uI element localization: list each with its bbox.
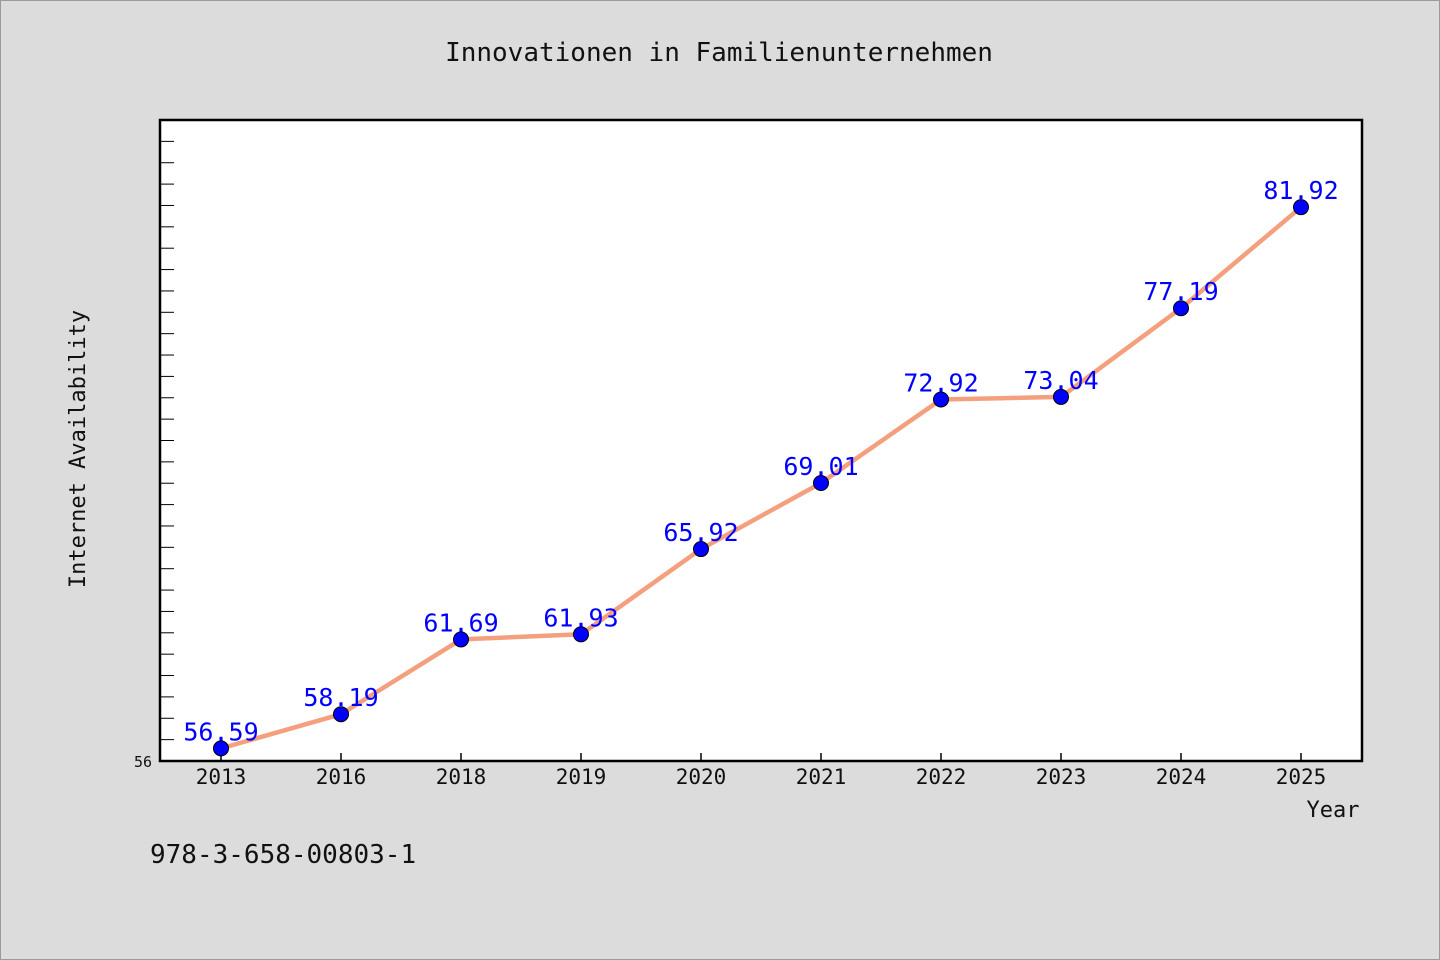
data-label: 72.92 <box>903 368 978 397</box>
x-axis-ticks: 2013 2016 2018 2019 2020 2021 2022 2023 2024 2025 <box>196 753 1327 789</box>
data-point <box>453 631 469 648</box>
data-labels: 56.59 58.19 61.69 61.93 65.92 69.01 72.92 73.04… <box>183 176 1338 746</box>
chart-title: Innovationen in Familienunternehmen <box>445 38 993 68</box>
data-label: 77.19 <box>1143 277 1218 306</box>
data-point <box>813 475 829 492</box>
footer-code: 978-3-658-00803-1 <box>150 840 416 870</box>
plot-area <box>158 118 1364 763</box>
y-tick-label: 56 <box>134 753 152 771</box>
x-tick-label: 2022 <box>916 765 967 789</box>
x-tick-label: 2025 <box>1276 765 1327 789</box>
series-line <box>220 205 1303 751</box>
data-label: 81.92 <box>1263 176 1338 205</box>
data-point <box>333 706 349 723</box>
x-tick-label: 2023 <box>1036 765 1087 789</box>
x-tick-label: 2018 <box>436 765 487 789</box>
x-tick-label: 2019 <box>556 765 607 789</box>
x-tick-label: 2021 <box>796 765 847 789</box>
y-axis-label: Internet Availability <box>66 310 91 588</box>
data-point <box>573 626 589 643</box>
x-tick-label: 2020 <box>676 765 727 789</box>
data-point <box>933 391 949 408</box>
data-markers <box>213 199 1309 757</box>
x-tick-label: 2024 <box>1156 765 1207 789</box>
data-label: 61.69 <box>423 608 498 637</box>
x-axis-label: Year <box>1307 798 1360 823</box>
data-point <box>1053 388 1069 405</box>
series-line-group <box>220 205 1303 751</box>
data-label: 58.19 <box>303 683 378 712</box>
data-label: 65.92 <box>663 518 738 547</box>
data-point <box>1293 199 1309 216</box>
data-label: 73.04 <box>1023 366 1098 395</box>
data-label: 61.93 <box>543 603 618 632</box>
data-point <box>213 740 229 757</box>
x-tick-label: 2016 <box>316 765 367 789</box>
x-tick-label: 2013 <box>196 765 247 789</box>
data-label: 56.59 <box>183 717 258 746</box>
data-label: 69.01 <box>783 452 858 481</box>
data-point <box>693 541 709 558</box>
data-point <box>1173 300 1189 317</box>
y-axis-ticks: 56 <box>134 140 174 771</box>
